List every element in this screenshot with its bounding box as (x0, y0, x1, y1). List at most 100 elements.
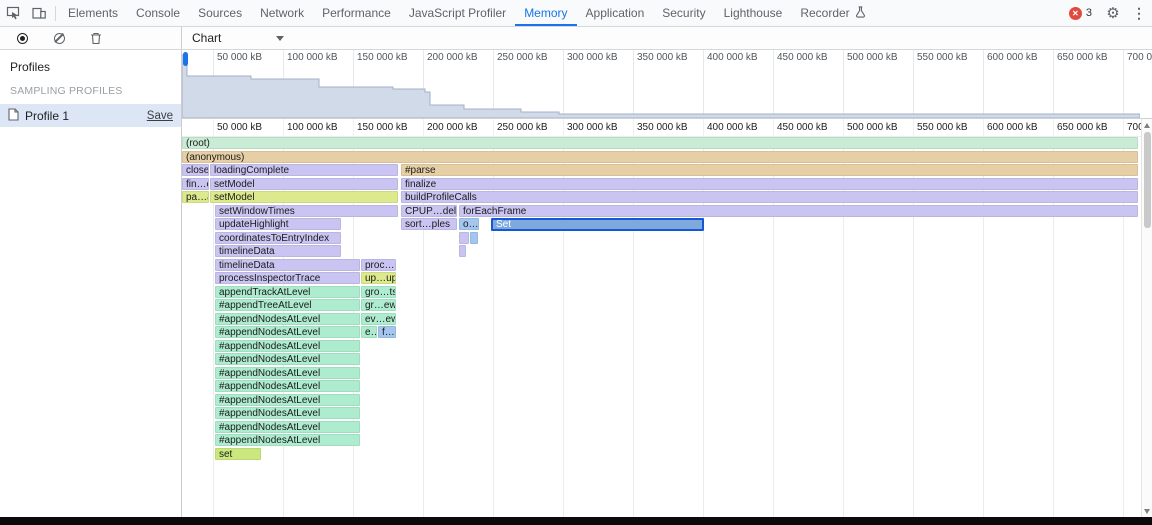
ruler-label: 300 000 kB (567, 52, 618, 63)
flame-node[interactable]: timelineData (215, 245, 341, 257)
clear-profiles-button[interactable] (46, 32, 72, 44)
tab-application[interactable]: Application (577, 0, 654, 26)
device-toolbar-icon[interactable] (26, 0, 52, 26)
scroll-up-icon[interactable] (1142, 119, 1152, 131)
scroll-down-icon[interactable] (1142, 505, 1152, 517)
tab-label: Application (585, 6, 645, 20)
tab-security[interactable]: Security (653, 0, 714, 26)
tab-lighthouse[interactable]: Lighthouse (715, 0, 792, 26)
flame-node[interactable]: #appendNodesAtLevel (215, 339, 360, 352)
settings-gear-icon[interactable]: ⚙ (1106, 5, 1120, 22)
flame-node[interactable]: #appendNodesAtLevel (215, 353, 360, 365)
gridline (773, 50, 774, 118)
flame-chart[interactable]: (root) (anonymous) close loadingComplete #pa… (182, 137, 1141, 517)
gridline (283, 119, 284, 136)
flame-node[interactable]: #appendNodesAtLevel (215, 366, 360, 379)
flame-node[interactable] (459, 245, 466, 257)
tab-javascript-profiler[interactable]: JavaScript Profiler (400, 0, 515, 26)
tab-elements[interactable]: Elements (59, 0, 127, 26)
error-count-badge[interactable]: ✕ 3 (1065, 6, 1096, 20)
flame-node[interactable]: o…k (459, 218, 479, 230)
overview-handle[interactable] (183, 52, 188, 66)
flame-node[interactable]: #appendNodesAtLevel (215, 407, 360, 419)
flame-node[interactable]: close (182, 164, 209, 176)
flame-node[interactable]: setModel (210, 191, 398, 203)
flame-node[interactable]: Set (491, 218, 704, 231)
flame-node[interactable]: #parse (401, 164, 1138, 176)
flame-node[interactable]: timelineData (215, 258, 360, 271)
profile-name: Profile 1 (25, 108, 70, 123)
delete-profile-button[interactable] (83, 32, 109, 45)
flame-node[interactable]: CPUP…del (401, 204, 457, 217)
flame-node[interactable]: updateHighlight (215, 218, 341, 230)
flame-node[interactable]: #appendNodesAtLevel (215, 393, 360, 406)
flame-node[interactable]: (root) (182, 137, 1138, 149)
flame-node[interactable]: processInspectorTrace (215, 272, 360, 284)
flame-node[interactable]: appendTrackAtLevel (215, 285, 360, 298)
flame-node[interactable]: setModel (210, 177, 398, 190)
gridline (493, 119, 494, 136)
window-bottom-edge (0, 517, 1152, 525)
flame-node[interactable]: #appendNodesAtLevel (215, 312, 360, 325)
flame-node[interactable]: #appendTreeAtLevel (215, 299, 360, 311)
flame-node[interactable]: gro…ts (361, 285, 396, 298)
gridline (1053, 137, 1054, 517)
ruler-labels: 50 000 kB 100 000 kB 150 000 kB 200 000 kB 2… (182, 119, 1152, 136)
error-icon: ✕ (1068, 6, 1082, 20)
flame-node[interactable]: pa…at (182, 191, 209, 203)
ruler-grid (182, 119, 1152, 136)
gridline (213, 119, 214, 136)
flame-node[interactable]: (anonymous) (182, 150, 1138, 163)
flame-node[interactable]: #appendNodesAtLevel (215, 420, 360, 433)
flame-node[interactable] (470, 231, 478, 244)
flame-node[interactable]: fin…ce (182, 177, 209, 190)
chevron-down-icon (276, 35, 284, 41)
vertical-scrollbar[interactable] (1141, 119, 1152, 517)
tab-label: Performance (322, 6, 391, 20)
flame-node[interactable]: proc…ata (361, 258, 396, 271)
flame-node[interactable]: sort…ples (401, 218, 457, 230)
tab-performance[interactable]: Performance (313, 0, 400, 26)
scrollbar-thumb[interactable] (1144, 132, 1151, 228)
flame-node[interactable] (459, 231, 469, 244)
gridline (913, 137, 914, 517)
tab-console[interactable]: Console (127, 0, 189, 26)
flame-node[interactable]: buildProfileCalls (401, 191, 1138, 203)
flame-node[interactable]: f…r (378, 326, 396, 338)
flame-node[interactable]: #appendNodesAtLevel (215, 380, 360, 392)
gridline (703, 50, 704, 118)
gridline (353, 119, 354, 136)
flame-node[interactable]: ev…ew (361, 312, 396, 325)
flame-node[interactable]: e… (361, 326, 377, 338)
flame-node[interactable]: set (215, 447, 261, 460)
record-icon (16, 32, 28, 44)
ruler-label: 350 000 kB (637, 122, 688, 133)
gridline (633, 119, 634, 136)
profile-item[interactable]: Profile 1 Save (0, 104, 181, 127)
tab-label: Console (136, 6, 181, 20)
save-profile-link[interactable]: Save (146, 109, 173, 122)
flame-node[interactable]: setWindowTimes (215, 204, 398, 217)
flame-node[interactable]: coordinatesToEntryIndex (215, 231, 341, 244)
more-options-icon[interactable]: ⋮ (1132, 4, 1146, 21)
tab-recorder[interactable]: Recorder (791, 0, 874, 26)
tab-label: Lighthouse (723, 6, 783, 20)
flame-node[interactable]: up…up (361, 272, 396, 284)
tab-network[interactable]: Network (251, 0, 313, 26)
tab-memory[interactable]: Memory (515, 0, 576, 26)
gridline (563, 137, 564, 517)
flame-node[interactable]: gr…ew (361, 299, 396, 311)
view-mode-select[interactable]: Chart (192, 27, 290, 49)
flame-node[interactable]: forEachFrame (459, 204, 1138, 217)
gridline (423, 119, 424, 136)
gridline (493, 137, 494, 517)
flame-node[interactable]: #appendNodesAtLevel (215, 326, 360, 338)
inspect-element-icon[interactable] (0, 0, 26, 26)
flame-node[interactable]: finalize (401, 177, 1138, 190)
gridline (1123, 50, 1124, 118)
tab-sources[interactable]: Sources (189, 0, 251, 26)
record-heap-button[interactable] (9, 32, 35, 44)
memory-overview[interactable]: 50 000 kB 100 000 kB 150 000 kB 200 000 kB 2… (182, 50, 1152, 119)
flame-node[interactable]: loadingComplete (210, 164, 398, 176)
flame-node[interactable]: #appendNodesAtLevel (215, 434, 360, 446)
